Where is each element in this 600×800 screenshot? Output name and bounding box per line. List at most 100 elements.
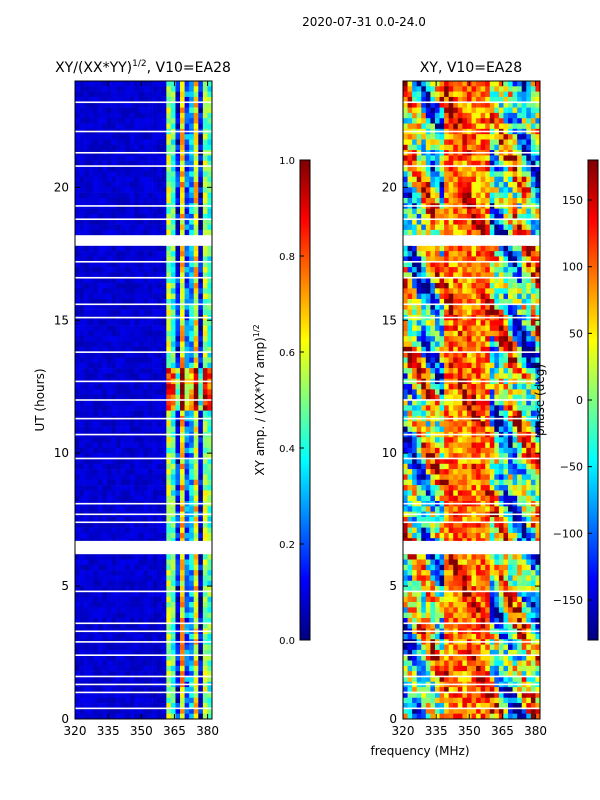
heatmap-cell xyxy=(453,261,459,268)
heatmap-cell xyxy=(148,527,153,534)
heatmap-cell xyxy=(444,144,449,151)
heatmap-cell xyxy=(148,368,153,374)
heatmap-cell xyxy=(120,713,126,719)
heatmap-cell xyxy=(138,687,144,693)
heatmap-cell xyxy=(138,224,144,231)
heatmap-cell xyxy=(480,288,486,294)
heatmap-cell xyxy=(75,155,80,162)
heatmap-cell xyxy=(448,272,454,279)
heatmap-cell xyxy=(202,256,208,263)
heatmap-cell xyxy=(170,81,176,87)
heatmap-cell xyxy=(79,458,85,465)
heatmap-cell xyxy=(457,197,463,204)
heatmap-cell xyxy=(138,166,144,172)
heatmap-cell xyxy=(466,208,472,215)
heatmap-cell xyxy=(457,160,463,167)
heatmap-cell xyxy=(129,453,135,459)
heatmap-cell xyxy=(489,219,495,225)
heatmap-cell xyxy=(143,389,149,395)
heatmap-cell xyxy=(189,304,195,310)
heatmap-cell xyxy=(457,224,463,231)
heatmap-cell xyxy=(466,166,472,172)
heatmap-cell xyxy=(129,213,135,220)
heatmap-cell xyxy=(434,208,440,215)
heatmap-cell xyxy=(207,644,212,651)
heatmap-cell xyxy=(444,293,449,300)
heatmap-cell xyxy=(79,277,85,284)
heatmap-cell xyxy=(193,463,199,470)
heatmap-cell xyxy=(198,400,204,406)
heatmap-cell xyxy=(425,261,431,268)
heatmap-cell xyxy=(403,288,408,294)
heatmap-cell xyxy=(476,251,481,257)
heatmap-cell xyxy=(480,112,486,119)
heatmap-cell xyxy=(180,644,185,651)
flagged-row xyxy=(75,654,212,656)
heatmap-cell xyxy=(476,166,481,172)
heatmap-cell xyxy=(93,357,99,364)
heatmap-cell xyxy=(161,495,167,502)
heatmap-cell xyxy=(530,107,536,114)
heatmap-cell xyxy=(439,304,445,310)
heatmap-cell xyxy=(444,229,449,236)
heatmap-cell xyxy=(166,288,172,294)
heatmap-cell xyxy=(138,564,144,571)
heatmap-cell xyxy=(184,384,190,390)
heatmap-cell xyxy=(535,166,540,172)
heatmap-cell xyxy=(193,469,199,475)
heatmap-cell xyxy=(129,602,135,608)
heatmap-cell xyxy=(84,112,89,119)
heatmap-cell xyxy=(170,368,176,374)
heatmap-cell xyxy=(471,208,477,215)
heatmap-cell xyxy=(494,229,500,236)
heatmap-cell xyxy=(129,410,135,417)
heatmap-cell xyxy=(189,192,195,199)
heatmap-cell xyxy=(134,516,140,523)
heatmap-cell xyxy=(111,426,117,433)
heatmap-cell xyxy=(444,277,449,284)
heatmap-cell xyxy=(421,256,427,263)
heatmap-cell xyxy=(189,352,195,358)
heatmap-cell xyxy=(111,86,117,92)
heatmap-cell xyxy=(535,176,540,183)
heatmap-cell xyxy=(517,86,523,92)
heatmap-cell xyxy=(170,134,176,140)
heatmap-cell xyxy=(166,522,172,528)
heatmap-cell xyxy=(416,304,422,310)
heatmap-cell xyxy=(166,564,172,571)
heatmap-cell xyxy=(198,495,204,502)
heatmap-cell xyxy=(166,644,172,651)
heatmap-cell xyxy=(138,692,144,699)
heatmap-cell xyxy=(152,123,158,130)
heatmap-cell xyxy=(116,485,121,491)
heatmap-cell xyxy=(198,283,204,289)
heatmap-cell xyxy=(75,596,80,603)
heatmap-cell xyxy=(416,229,422,236)
heatmap-cell xyxy=(116,617,121,624)
heatmap-cell xyxy=(184,676,190,683)
heatmap-cell xyxy=(134,256,140,263)
heatmap-cell xyxy=(84,394,89,401)
heatmap-cell xyxy=(125,394,131,401)
heatmap-cell xyxy=(517,187,523,193)
heatmap-cell xyxy=(189,559,195,566)
heatmap-cell xyxy=(75,649,80,656)
heatmap-cell xyxy=(170,176,176,183)
heatmap-cell xyxy=(189,665,195,672)
heatmap-cell xyxy=(161,182,167,188)
heatmap-cell xyxy=(535,155,540,162)
heatmap-cell xyxy=(453,155,459,162)
heatmap-cell xyxy=(97,554,103,560)
heatmap-cell xyxy=(476,118,481,124)
heatmap-cell xyxy=(485,251,491,257)
heatmap-cell xyxy=(189,389,195,395)
heatmap-cell xyxy=(116,527,121,534)
heatmap-cell xyxy=(93,617,99,624)
heatmap-cell xyxy=(453,118,459,124)
heatmap-cell xyxy=(120,320,126,326)
heatmap-cell xyxy=(448,298,454,305)
heatmap-cell xyxy=(170,267,176,273)
heatmap-cell xyxy=(116,384,121,390)
heatmap-cell xyxy=(425,304,431,310)
